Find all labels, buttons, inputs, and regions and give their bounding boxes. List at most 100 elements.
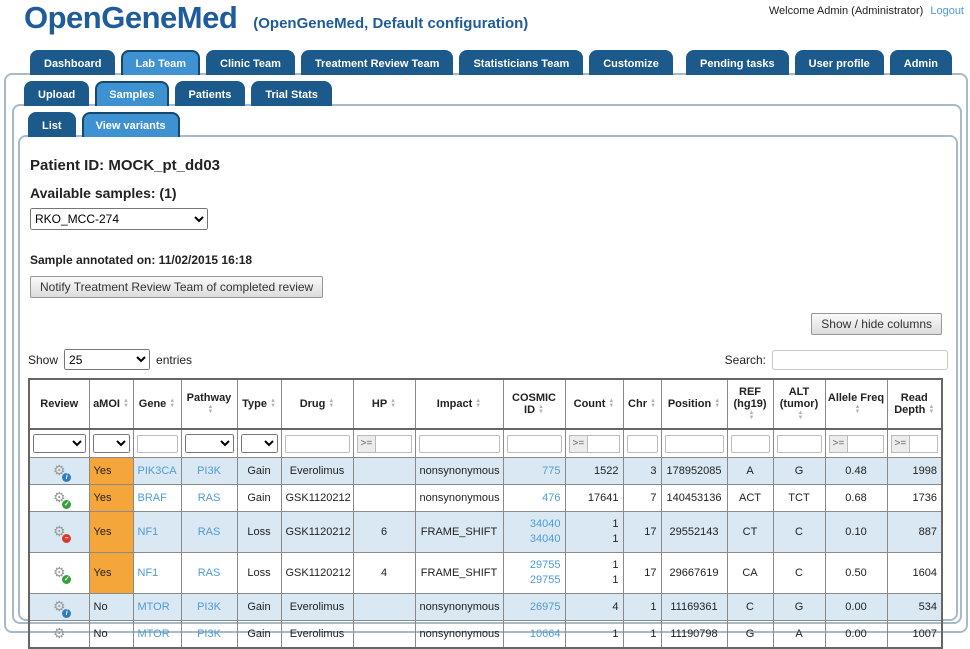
- tab-clinic-team[interactable]: Clinic Team: [206, 50, 295, 75]
- sort-arrows-icon: ▲▼: [749, 411, 755, 421]
- table-row: ⚙ Yes NF1 RAS Loss GSK1120212 6 FRAME_SH…: [29, 512, 942, 553]
- cosmic-id-link[interactable]: 29755 29755: [530, 559, 561, 586]
- count-cell: 17641: [565, 485, 623, 512]
- pathway-link[interactable]: RAS: [198, 567, 221, 579]
- tab-user-profile[interactable]: User profile: [795, 50, 884, 75]
- minus-badge-icon: [62, 534, 71, 543]
- allele-freq-cell: 0.50: [825, 553, 887, 594]
- pathway-link[interactable]: PI3K: [197, 628, 221, 640]
- filter-freq-input[interactable]: [847, 435, 883, 453]
- tab-admin[interactable]: Admin: [890, 50, 952, 75]
- amoi-cell: No: [89, 594, 133, 621]
- col-impact[interactable]: Impact▲▼: [415, 379, 503, 429]
- hp-cell: [353, 485, 415, 512]
- pathway-link[interactable]: RAS: [198, 526, 221, 538]
- tab-samples[interactable]: Samples: [95, 81, 168, 106]
- tab-view-variants[interactable]: View variants: [82, 112, 180, 137]
- col-count[interactable]: Count▲▼: [565, 379, 623, 429]
- tab-customize[interactable]: Customize: [589, 50, 673, 75]
- sample-select[interactable]: RKO_MCC-274: [30, 208, 208, 230]
- show-hide-columns-button[interactable]: Show / hide columns: [811, 313, 942, 335]
- filter-drug-input[interactable]: [285, 435, 350, 453]
- tab-trial-stats[interactable]: Trial Stats: [251, 81, 332, 106]
- gte-operator-label: >=: [357, 435, 376, 453]
- samples-panel: List View variants Patient ID: MOCK_pt_d…: [12, 104, 962, 624]
- review-gear-icon[interactable]: ⚙: [50, 524, 68, 540]
- col-ref[interactable]: REF (hg19)▲▼: [727, 379, 773, 429]
- filter-count-input[interactable]: [587, 435, 619, 453]
- tab-upload[interactable]: Upload: [24, 81, 89, 106]
- col-hp[interactable]: HP▲▼: [353, 379, 415, 429]
- tab-patients[interactable]: Patients: [175, 81, 246, 106]
- sort-arrows-icon: ▲▼: [169, 399, 175, 409]
- filter-cosmic-input[interactable]: [507, 435, 562, 453]
- col-position[interactable]: Position▲▼: [661, 379, 727, 429]
- col-type[interactable]: Type▲▼: [237, 379, 281, 429]
- drug-cell: GSK1120212: [281, 485, 353, 512]
- tab-pending-tasks[interactable]: Pending tasks: [686, 50, 789, 75]
- tab-dashboard[interactable]: Dashboard: [30, 50, 115, 75]
- filter-impact-input[interactable]: [419, 435, 500, 453]
- filter-chr-input[interactable]: [627, 435, 658, 453]
- filter-hp-input[interactable]: [375, 435, 411, 453]
- pathway-link[interactable]: RAS: [198, 492, 221, 504]
- gene-link[interactable]: BRAF: [138, 492, 167, 504]
- info-badge-icon: [62, 609, 71, 618]
- cosmic-id-link[interactable]: 26975: [530, 601, 561, 613]
- col-chr[interactable]: Chr▲▼: [623, 379, 661, 429]
- type-cell: Loss: [237, 553, 281, 594]
- filter-depth-input[interactable]: [909, 435, 938, 453]
- notify-review-team-button[interactable]: Notify Treatment Review Team of complete…: [30, 276, 323, 298]
- filter-alt-input[interactable]: [777, 435, 822, 453]
- pathway-link[interactable]: PI3K: [197, 465, 221, 477]
- tab-statisticians-team[interactable]: Statisticians Team: [459, 50, 583, 75]
- search-input[interactable]: [772, 350, 948, 370]
- gte-operator-label: >=: [829, 435, 848, 453]
- review-gear-icon[interactable]: ⚙: [50, 599, 68, 615]
- gene-link[interactable]: PIK3CA: [138, 465, 177, 477]
- col-alt[interactable]: ALT (tumor)▲▼: [773, 379, 825, 429]
- col-allele-freq[interactable]: Allele Freq▲▼: [825, 379, 887, 429]
- logout-link[interactable]: Logout: [930, 5, 964, 17]
- col-amoi[interactable]: aMOI▲▼: [89, 379, 133, 429]
- col-read-depth[interactable]: Read Depth▲▼: [887, 379, 942, 429]
- filter-ref-input[interactable]: [731, 435, 770, 453]
- tab-treatment-review-team[interactable]: Treatment Review Team: [301, 50, 454, 75]
- entries-select[interactable]: 25: [64, 349, 150, 370]
- cosmic-id-link[interactable]: 476: [542, 492, 560, 504]
- filter-gene-input[interactable]: [137, 435, 178, 453]
- alt-cell: TCT: [773, 485, 825, 512]
- gene-link[interactable]: MTOR: [138, 628, 170, 640]
- lab-team-panel: Upload Samples Patients Trial Stats List…: [4, 73, 968, 633]
- review-gear-icon[interactable]: ⚙: [50, 565, 68, 581]
- gene-link[interactable]: NF1: [138, 567, 159, 579]
- pathway-link[interactable]: PI3K: [197, 601, 221, 613]
- review-gear-icon[interactable]: ⚙: [50, 490, 68, 506]
- filter-pathway-select[interactable]: [185, 434, 234, 453]
- amoi-cell: No: [89, 621, 133, 649]
- allele-freq-cell: 0.10: [825, 512, 887, 553]
- entries-label: entries: [156, 353, 192, 367]
- cosmic-id-link[interactable]: 775: [542, 465, 560, 477]
- gene-link[interactable]: MTOR: [138, 601, 170, 613]
- col-pathway[interactable]: Pathway▲▼: [181, 379, 237, 429]
- filter-amoi-select[interactable]: [93, 434, 130, 453]
- col-review[interactable]: Review: [29, 379, 89, 429]
- col-cosmic-id[interactable]: COSMIC ID▲▼: [503, 379, 565, 429]
- review-gear-icon[interactable]: ⚙: [50, 463, 68, 479]
- cosmic-id-link[interactable]: 10664: [530, 628, 561, 640]
- filter-review-select[interactable]: [33, 434, 86, 453]
- cosmic-id-link[interactable]: 34040 34040: [530, 518, 561, 545]
- filter-position-input[interactable]: [665, 435, 724, 453]
- filter-type-select[interactable]: [241, 434, 278, 453]
- allele-freq-cell: 0.48: [825, 458, 887, 485]
- type-cell: Gain: [237, 485, 281, 512]
- tab-lab-team[interactable]: Lab Team: [121, 50, 200, 75]
- sort-arrows-icon: ▲▼: [475, 399, 481, 409]
- col-gene[interactable]: Gene▲▼: [133, 379, 181, 429]
- col-drug[interactable]: Drug▲▼: [281, 379, 353, 429]
- drug-cell: Everolimus: [281, 594, 353, 621]
- gene-link[interactable]: NF1: [138, 526, 159, 538]
- review-gear-icon[interactable]: ⚙: [50, 626, 68, 642]
- tab-list[interactable]: List: [28, 112, 76, 137]
